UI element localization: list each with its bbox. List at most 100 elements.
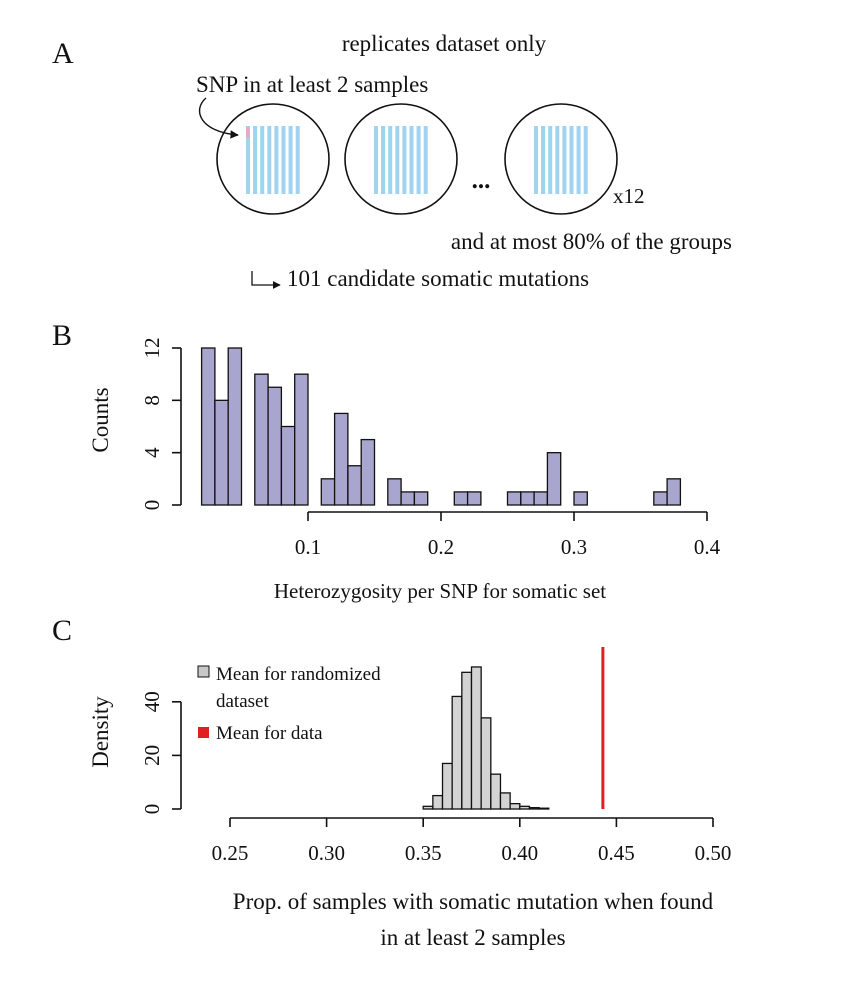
panel-b-bars — [200, 347, 682, 506]
sample-lane — [267, 126, 272, 194]
sample-lane — [583, 126, 588, 194]
sample-lane — [274, 126, 279, 194]
condition-text: and at most 80% of the groups — [451, 229, 732, 254]
histogram-bar — [533, 491, 549, 506]
histogram-bar — [573, 491, 588, 506]
histogram-bar — [466, 491, 482, 506]
panel-a: A replicates dataset only SNP in at leas… — [52, 31, 732, 291]
panel-b: B 0 4 8 12 0.1 0.2 0.3 0.4 Heterozygosity per … — [52, 319, 721, 603]
x-tick-label: 0.3 — [561, 535, 587, 559]
histogram-bar — [461, 671, 473, 810]
histogram-bar — [227, 347, 243, 506]
panel-c-x-ticks: 0.25 0.30 0.35 0.40 0.45 0.50 — [212, 818, 732, 865]
histogram-bar — [546, 452, 562, 506]
x-tick-label: 0.2 — [428, 535, 454, 559]
snp-note: SNP in at least 2 samples — [196, 72, 428, 97]
sample-lane — [569, 126, 574, 194]
sample-lane — [395, 126, 400, 194]
legend-swatch-randomized — [197, 665, 210, 678]
histogram-bar — [387, 478, 402, 506]
panel-c-label: C — [52, 614, 72, 647]
result-arrow — [251, 271, 281, 289]
panel-b-x-label: Heterozygosity per SNP for somatic set — [274, 579, 606, 603]
histogram-bar — [519, 805, 531, 810]
snp-arrow — [198, 97, 239, 139]
panel-a-title: replicates dataset only — [342, 31, 547, 56]
histogram-bar — [480, 717, 492, 810]
histogram-bar — [400, 491, 416, 506]
sample-lane — [416, 126, 421, 194]
sample-lane — [562, 126, 567, 194]
histogram-bar — [451, 695, 463, 810]
ellipsis-text: ... — [472, 167, 491, 194]
panel-c-legend: Mean for randomized dataset Mean for dat… — [197, 664, 381, 744]
panel-c-bars — [422, 666, 550, 810]
sample-lane — [409, 126, 414, 194]
histogram-bar — [320, 478, 336, 506]
histogram-bar — [653, 491, 668, 506]
histogram-bar — [453, 491, 469, 506]
panel-c-x-label-line2: in at least 2 samples — [380, 925, 565, 950]
histogram-bar — [267, 386, 283, 506]
histogram-bar — [666, 478, 682, 506]
histogram-bar — [470, 666, 482, 810]
x-tick-label: 0.30 — [308, 841, 345, 865]
histogram-bar — [254, 373, 269, 506]
sample-lane — [534, 126, 538, 194]
result-text: 101 candidate somatic mutations — [287, 266, 589, 291]
panel-b-y-label: Counts — [88, 387, 113, 452]
histogram-bar — [360, 438, 376, 506]
sample-lanes — [246, 126, 588, 194]
panel-c: C 0 20 40 0.25 0.30 0.35 0.40 0.45 0.50 Mean fo… — [52, 614, 731, 950]
x-tick-label: 0.35 — [405, 841, 442, 865]
histogram-bar — [422, 805, 434, 810]
histogram-bar — [413, 491, 429, 506]
sample-lane — [381, 126, 386, 194]
sample-lane — [281, 126, 286, 194]
sample-group-1 — [216, 103, 330, 215]
sample-lane — [253, 126, 258, 194]
histogram-bar — [490, 773, 502, 810]
histogram-bar — [214, 399, 229, 506]
panel-b-y-ticks: 0 4 8 12 — [140, 338, 181, 511]
panel-b-label: B — [52, 319, 72, 352]
histogram-bar — [520, 491, 535, 506]
y-tick-label: 0 — [140, 500, 164, 511]
x-tick-label: 0.40 — [501, 841, 538, 865]
sample-lane — [423, 126, 428, 194]
sample-lane — [541, 126, 546, 194]
x-tick-label: 0.1 — [295, 535, 321, 559]
x-tick-label: 0.45 — [598, 841, 635, 865]
snp-highlight — [246, 127, 250, 137]
histogram-bar — [509, 802, 521, 810]
x-tick-label: 0.25 — [212, 841, 249, 865]
sample-group-12 — [504, 103, 618, 215]
sample-lane — [374, 126, 378, 194]
sample-lane — [576, 126, 581, 194]
sample-lane — [260, 126, 265, 194]
panel-b-x-ticks: 0.1 0.2 0.3 0.4 — [295, 512, 721, 559]
legend-label-data: Mean for data — [216, 723, 323, 744]
sample-lane — [246, 126, 250, 194]
panel-c-x-label: Prop. of samples with somatic mutation w… — [233, 889, 714, 914]
histogram-bar — [441, 762, 453, 810]
histogram-bar — [506, 491, 522, 506]
x-tick-label: 0.4 — [694, 535, 721, 559]
sample-lane — [288, 126, 293, 194]
panel-a-label: A — [52, 37, 74, 70]
y-tick-label: 40 — [140, 691, 164, 712]
histogram-bar — [200, 347, 216, 506]
sample-lane — [295, 126, 300, 194]
panel-c-y-ticks: 0 20 40 — [140, 691, 181, 814]
legend-swatch-data — [198, 727, 209, 738]
legend-label-randomized-cont: dataset — [216, 691, 269, 712]
y-tick-label: 4 — [140, 447, 164, 458]
y-tick-label: 12 — [140, 338, 164, 359]
x-tick-label: 0.50 — [695, 841, 732, 865]
multiplier-text: x12 — [613, 184, 645, 208]
sample-lane — [548, 126, 553, 194]
histogram-bar — [333, 412, 349, 506]
legend-label-randomized: Mean for randomized — [216, 664, 381, 685]
panel-c-y-label: Density — [88, 696, 113, 768]
